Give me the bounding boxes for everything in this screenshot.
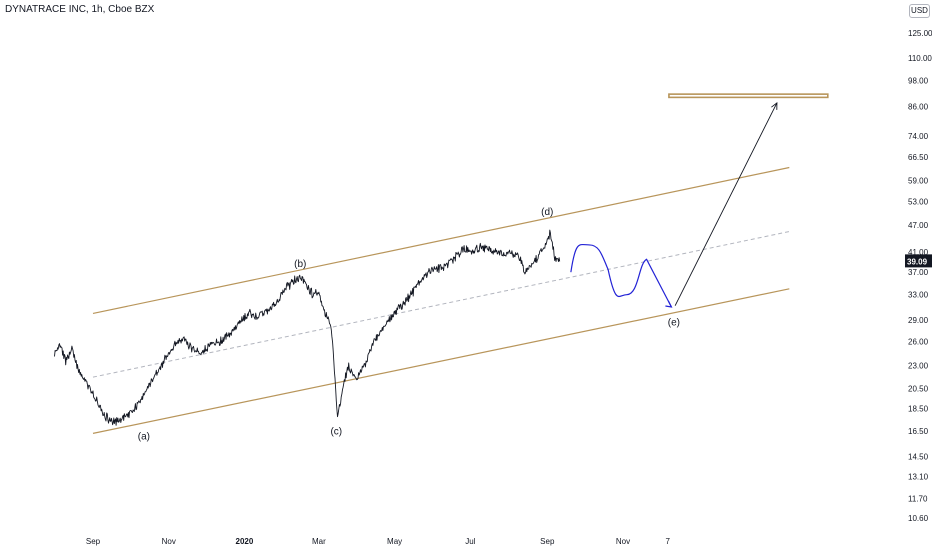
- y-tick-label: 26.00: [908, 338, 929, 347]
- y-tick-label: 11.70: [908, 495, 928, 504]
- price-line: [54, 229, 561, 426]
- time-axis[interactable]: Sep Nov 2020 Mar May Jul Sep Nov 7: [86, 537, 671, 546]
- y-tick-label: 110.00: [908, 54, 932, 63]
- y-tick-label: 23.00: [908, 362, 929, 371]
- projection-path: [570, 243, 672, 308]
- target-arrowhead: [771, 101, 778, 110]
- y-tick-label: 74.00: [908, 132, 929, 141]
- y-tick-label: 98.00: [908, 77, 929, 86]
- channel-lower-line: [92, 288, 790, 434]
- chart-title: DYNATRACE INC, 1h, Cboe BZX: [5, 4, 155, 15]
- y-tick-label: 86.00: [908, 102, 929, 111]
- wave-label-layer: (a) (b) (c) (d) (e): [138, 207, 680, 443]
- x-tick-label: 2020: [236, 537, 254, 546]
- x-tick-label: Sep: [86, 537, 101, 546]
- y-tick-label: 47.00: [908, 221, 929, 230]
- y-tick-label: 18.50: [908, 405, 929, 414]
- y-tick-label: 125.00: [908, 29, 932, 38]
- x-tick-label: Nov: [616, 537, 630, 546]
- wave-label: (e): [668, 318, 680, 329]
- y-tick-label: 33.00: [908, 291, 929, 300]
- y-tick-label: 16.50: [908, 427, 929, 436]
- y-tick-label: 20.50: [908, 384, 929, 393]
- currency-badge[interactable]: USD: [909, 4, 930, 18]
- last-price-label: 39.09: [907, 257, 928, 266]
- x-tick-label: Sep: [540, 537, 555, 546]
- y-tick-label: 10.60: [908, 514, 929, 523]
- y-tick-label: 66.50: [908, 153, 929, 162]
- y-tick-label: 14.50: [908, 452, 929, 461]
- channel-layer: [92, 93, 829, 434]
- x-tick-label: Jul: [465, 537, 475, 546]
- last-price-badge: [905, 254, 932, 268]
- wave-label: (a): [138, 432, 150, 443]
- wave-label: (d): [541, 207, 553, 218]
- x-tick-label: Mar: [312, 537, 326, 546]
- price-axis[interactable]: 125.00 110.00 98.00 86.00 74.00 66.50 59.00 53.…: [905, 29, 932, 523]
- projection-layer: [570, 101, 778, 308]
- x-tick-label: Nov: [162, 537, 176, 546]
- y-tick-label: 59.00: [908, 176, 929, 185]
- y-tick-label: 29.00: [908, 316, 929, 325]
- target-arrow-line: [674, 102, 778, 306]
- wave-label: (c): [330, 427, 342, 438]
- y-tick-label: 41.00: [908, 248, 929, 257]
- channel-upper-line: [92, 166, 790, 315]
- x-tick-label: 7: [665, 537, 670, 546]
- y-tick-label: 13.10: [908, 472, 929, 481]
- y-tick-label: 53.00: [908, 198, 929, 207]
- y-tick-label: 37.00: [908, 268, 929, 277]
- wave-label: (b): [294, 259, 306, 270]
- channel-median-line: [92, 231, 790, 378]
- projection-arrowhead: [665, 300, 673, 308]
- x-tick-label: May: [387, 537, 402, 546]
- price-layer: [54, 229, 561, 426]
- target-zone-box: [668, 93, 829, 99]
